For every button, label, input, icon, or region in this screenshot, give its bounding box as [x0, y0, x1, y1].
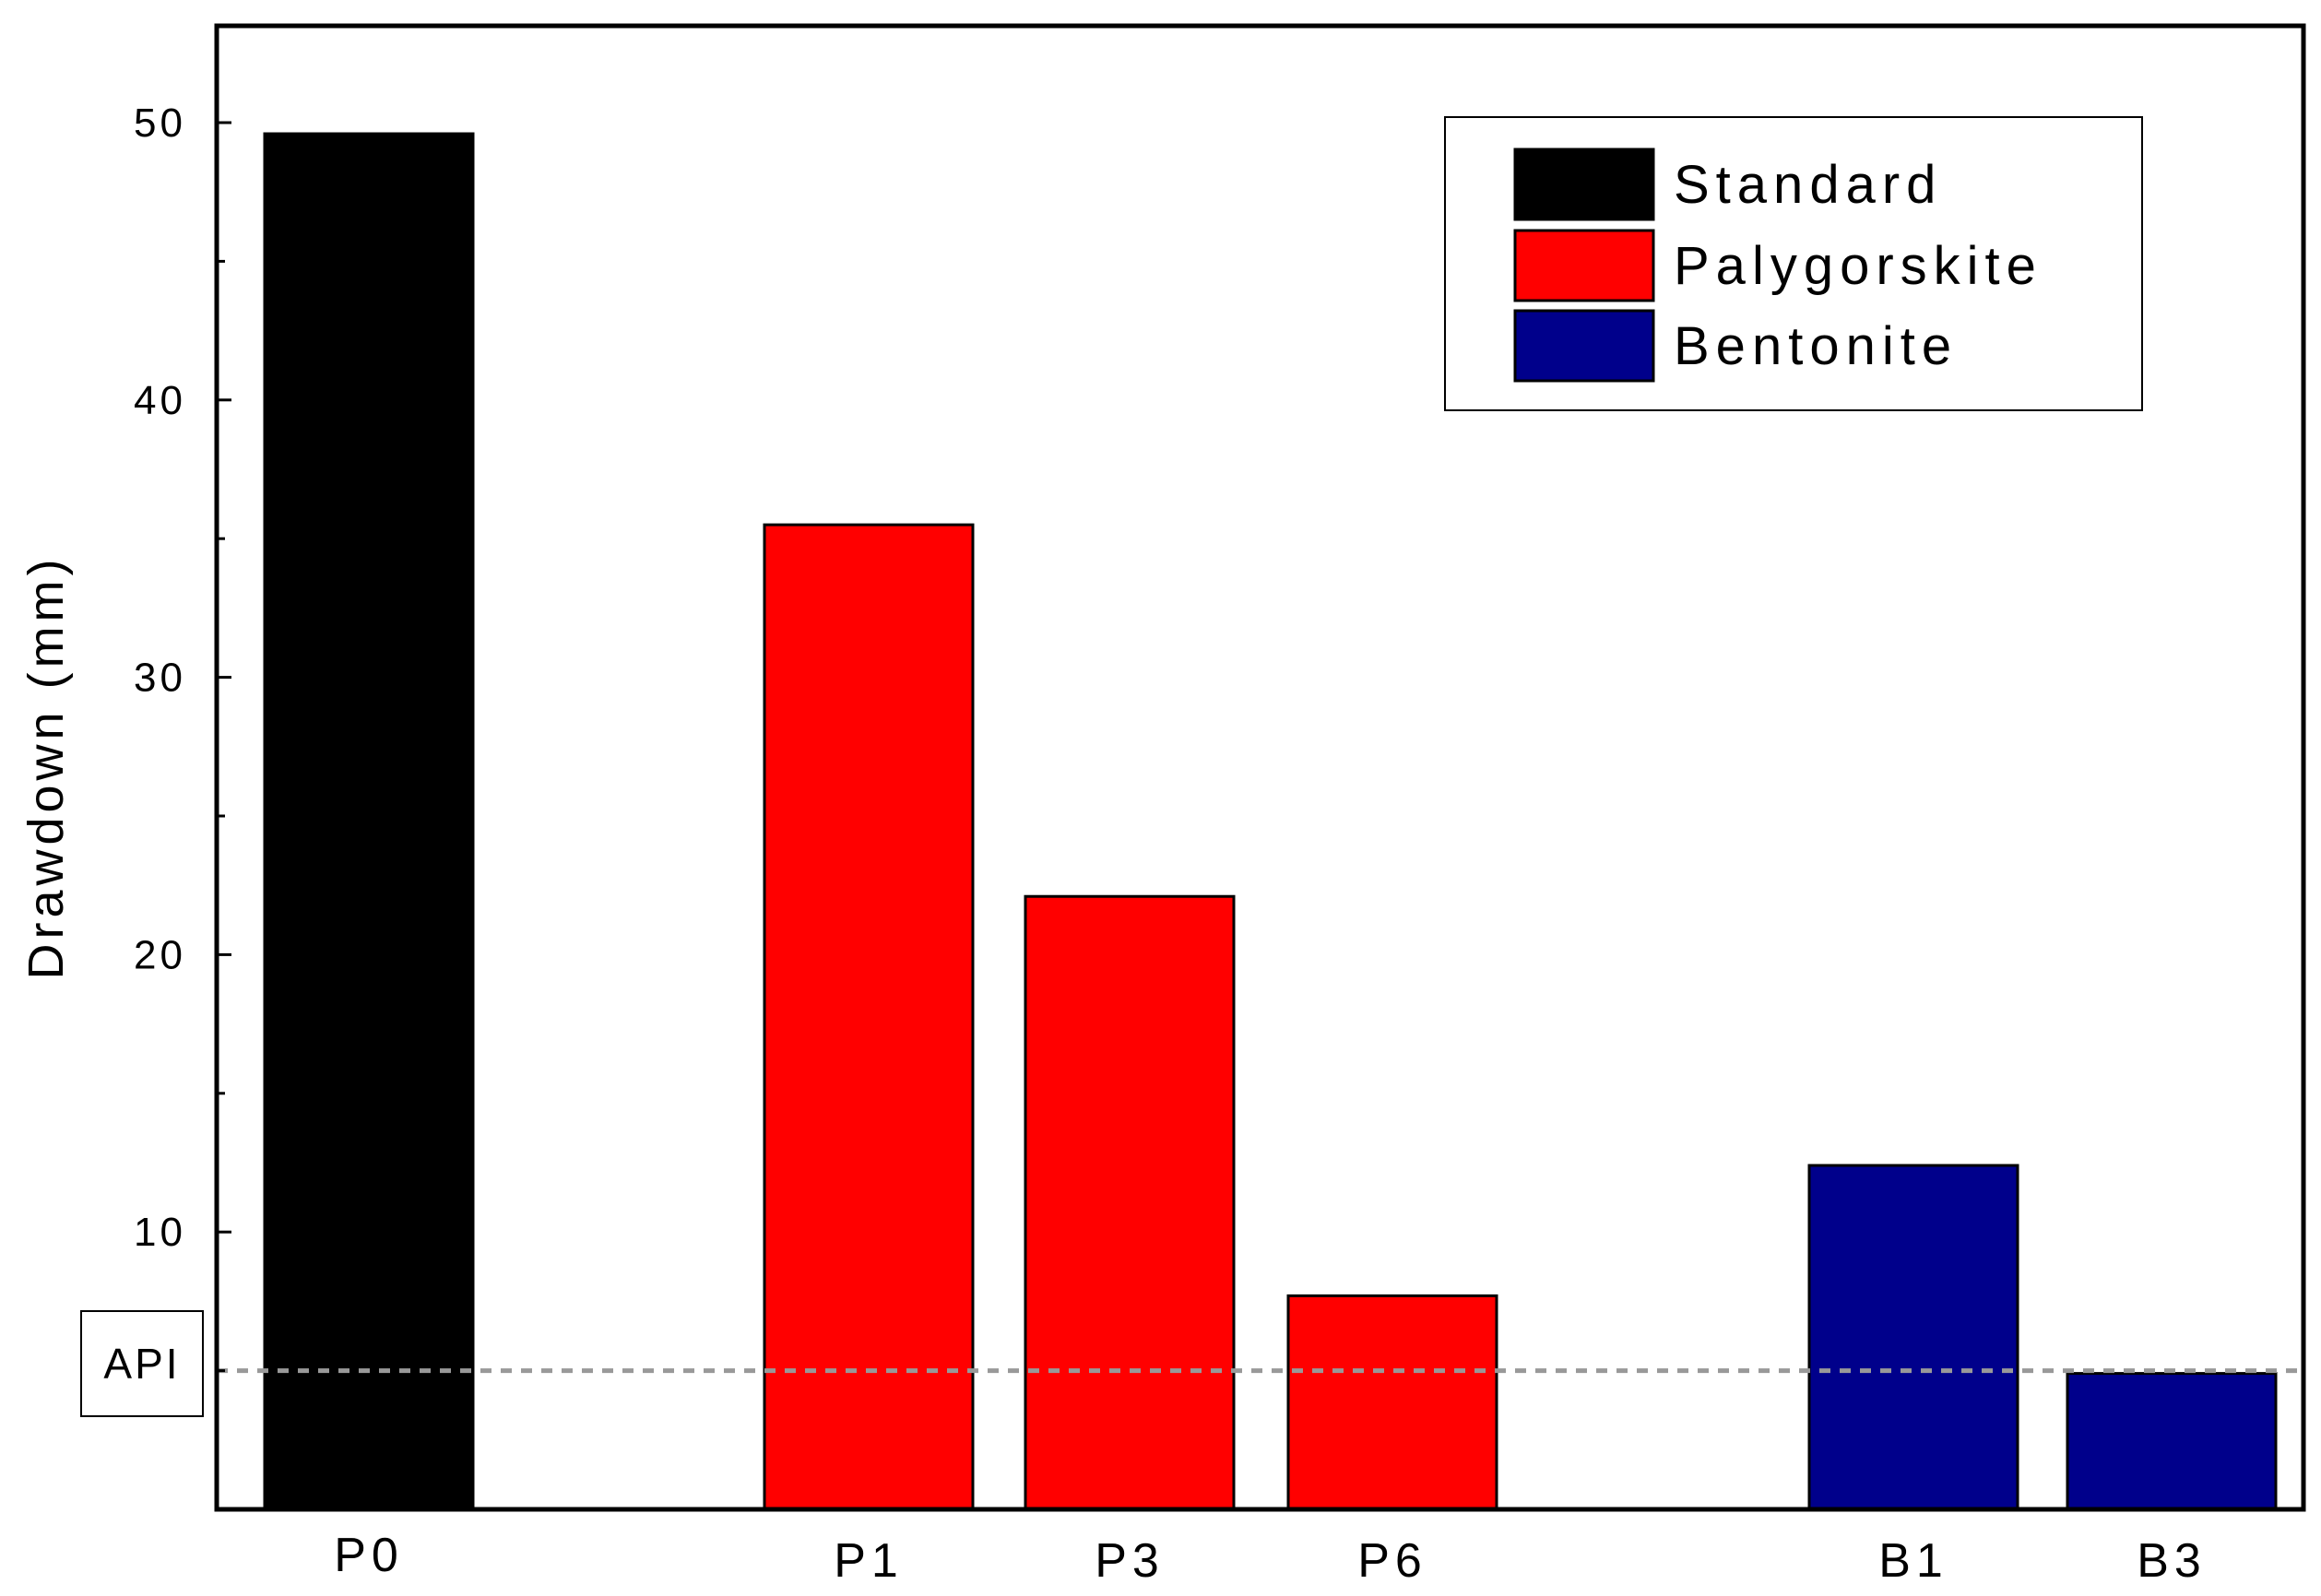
legend-label-palygorskite: Palygorskite — [1674, 236, 2043, 296]
bar-p1 — [763, 523, 975, 1511]
legend: Standard Palygorskite Bentonite — [1444, 116, 2143, 411]
legend-label-standard: Standard — [1674, 155, 1942, 215]
api-label-text: API — [103, 1340, 180, 1388]
x-tick-label-p1: P1 — [834, 1534, 904, 1588]
y-axis-title: Drawdown (mm) — [18, 554, 74, 979]
bars-layer — [263, 132, 2278, 1511]
y-tick-label-30: 30 — [134, 656, 186, 701]
legend-swatch-bentonite — [1513, 309, 1655, 383]
api-reference-label: API — [80, 1310, 204, 1417]
bar-b1 — [1807, 1164, 2019, 1511]
y-axis: 10 20 30 40 50 — [134, 100, 231, 1373]
legend-swatch-standard — [1513, 148, 1655, 221]
x-tick-label-p6: P6 — [1357, 1534, 1427, 1588]
x-tick-label-b3: B3 — [2137, 1534, 2207, 1588]
api-label-box — [80, 1310, 204, 1417]
bar-p6 — [1286, 1294, 1498, 1511]
bar-p3 — [1024, 894, 1236, 1511]
x-tick-label-p3: P3 — [1095, 1534, 1165, 1588]
legend-label-bentonite: Bentonite — [1674, 316, 1958, 376]
y-tick-label-20: 20 — [134, 932, 186, 977]
x-tick-label-p0: P0 — [334, 1529, 404, 1582]
bar-b3 — [2066, 1372, 2278, 1511]
bar-p0 — [263, 132, 475, 1511]
plot-frame — [214, 23, 2306, 1512]
y-tick-label-40: 40 — [134, 378, 186, 423]
y-tick-label-50: 50 — [134, 100, 186, 146]
legend-swatch-palygorskite — [1513, 229, 1655, 302]
x-tick-label-b1: B1 — [1878, 1534, 1948, 1588]
y-tick-label-10: 10 — [134, 1210, 186, 1255]
x-axis: P0 P1 P3 P6 B1 B3 — [334, 1529, 2207, 1588]
